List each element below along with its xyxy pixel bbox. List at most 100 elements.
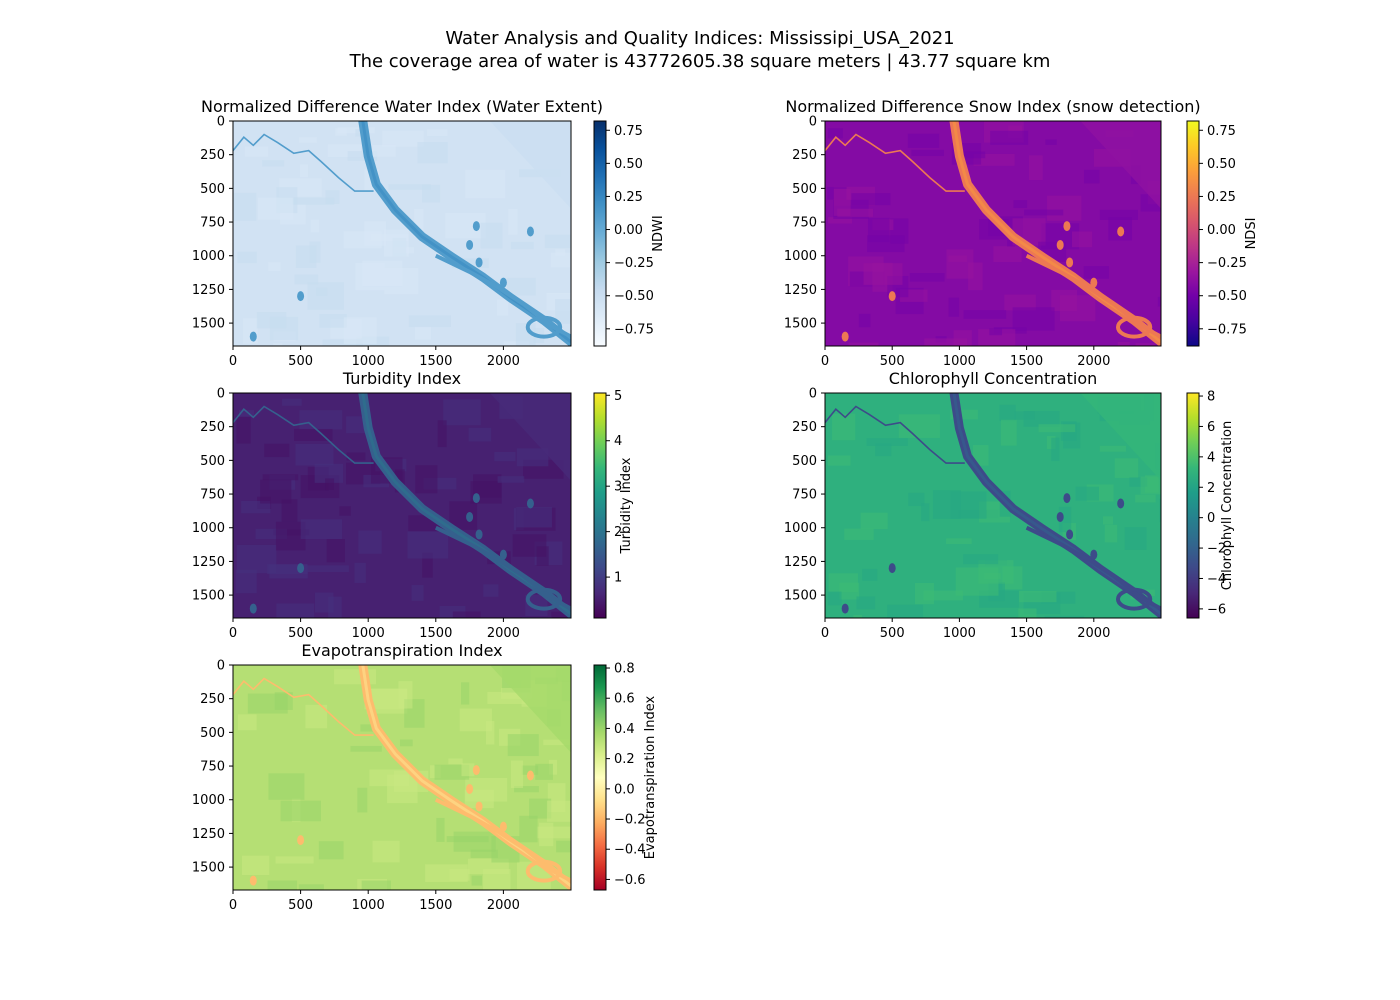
land-patch (1007, 239, 1016, 247)
land-patch (521, 616, 553, 618)
land-patch (461, 682, 470, 705)
colorbar-tick-label: 5 (614, 389, 622, 404)
y-tick-label: 1500 (192, 317, 225, 332)
land-patch (257, 197, 294, 220)
panel-title: Turbidity Index (342, 369, 461, 388)
oxbow-loop (525, 587, 563, 611)
land-patch (496, 299, 509, 316)
colorbar-tick-label: 2 (614, 525, 622, 540)
land-patch (360, 724, 375, 732)
land-patch (1044, 615, 1085, 618)
x-tick-label: 500 (880, 354, 905, 369)
river-braid (434, 253, 571, 339)
y-tick-label: 500 (200, 454, 225, 469)
panel-1: 0 500 1000 1500 2000 0 250 500 750 1000 1250 1500 No… (192, 97, 666, 369)
land-patch (1045, 139, 1057, 145)
land-patch (963, 554, 999, 565)
x-tick-label: 1000 (352, 626, 385, 641)
colorbar-label: NDWI (651, 215, 666, 251)
land-patch (875, 443, 892, 457)
figure-title-line1: Water Analysis and Quality Indices: Miss… (445, 28, 955, 49)
land-patch (335, 128, 347, 136)
land-patch (1051, 289, 1077, 312)
y-tick-label: 1000 (192, 521, 225, 536)
heatmap-image (233, 665, 571, 890)
land-patch (516, 448, 549, 467)
land-patch (953, 151, 986, 159)
land-patch (860, 512, 888, 530)
river-braid (1025, 253, 1161, 339)
colorbar-tick-label: 4 (1207, 450, 1215, 465)
y-tick-label: 0 (809, 115, 817, 130)
tile-region (1080, 393, 1161, 481)
x-tick-label: 0 (821, 354, 829, 369)
axes-frame (232, 392, 572, 619)
lake (466, 511, 474, 522)
land-patch (515, 323, 536, 346)
heatmap-image (233, 393, 571, 618)
land-patch (343, 317, 377, 344)
lake (1066, 529, 1074, 540)
lake (297, 563, 305, 574)
land-patch (305, 704, 328, 729)
land-patch (510, 760, 524, 788)
colorbar (593, 120, 607, 347)
x-tick-label: 1500 (419, 898, 452, 913)
lake (1063, 221, 1071, 232)
land-patch (241, 500, 271, 514)
y-tick-label: 750 (200, 216, 225, 231)
land-patch (273, 343, 283, 346)
land-patch (314, 463, 344, 483)
x-tick-label: 1500 (1010, 354, 1043, 369)
land-patch (362, 260, 403, 287)
land-patch (1117, 341, 1130, 346)
colorbar-tick-label: 0.00 (614, 223, 643, 238)
lake (1066, 257, 1074, 268)
lake (472, 221, 480, 232)
colorbar-tick-label: −0.25 (1207, 256, 1247, 271)
lake (888, 291, 896, 302)
figure-title-line2: The coverage area of water is 43772605.3… (349, 51, 1051, 72)
land-patch (828, 573, 858, 593)
land-patch (300, 519, 343, 540)
land-patch (388, 184, 431, 190)
panel-2: 0 500 1000 1500 2000 0 250 500 750 1000 1250 1500 No… (784, 97, 1259, 369)
land-patch (236, 416, 251, 444)
land-patch (1038, 424, 1076, 433)
y-tick-label: 1500 (784, 317, 817, 332)
colorbar-tick-label: 6 (1207, 420, 1215, 435)
land-patch (950, 491, 987, 519)
land-patch (326, 539, 345, 563)
colorbar-tick-label: 0 (1207, 511, 1215, 526)
y-tick-label: 750 (200, 488, 225, 503)
panel-title: Normalized Difference Snow Index (snow d… (785, 97, 1200, 116)
land-patch (1046, 436, 1056, 449)
land-patch (1129, 477, 1148, 487)
land-patch (299, 137, 317, 143)
land-patch (1114, 458, 1139, 478)
land-patch (555, 299, 571, 324)
land-patch (1014, 411, 1035, 420)
land-patch (347, 151, 378, 161)
land-patch (863, 263, 903, 285)
land-patch (827, 455, 851, 466)
land-patch (267, 564, 308, 575)
land-patch (275, 521, 306, 551)
land-patch (422, 552, 433, 578)
lake (475, 257, 483, 268)
x-tick-label: 500 (288, 354, 313, 369)
colorbar (1186, 120, 1200, 347)
land-patch (281, 499, 298, 522)
land-patch (483, 869, 511, 890)
land-patch (358, 530, 382, 554)
land-patch (437, 420, 447, 448)
tile-region (489, 121, 571, 209)
x-tick-label: 1000 (352, 354, 385, 369)
tile-region (489, 665, 571, 753)
land-patch (470, 849, 498, 858)
colorbar-tick-label: 0.00 (1207, 223, 1236, 238)
tributary (233, 405, 374, 464)
land-patch (269, 316, 299, 341)
land-patch (407, 531, 449, 559)
colorbar (593, 392, 607, 619)
